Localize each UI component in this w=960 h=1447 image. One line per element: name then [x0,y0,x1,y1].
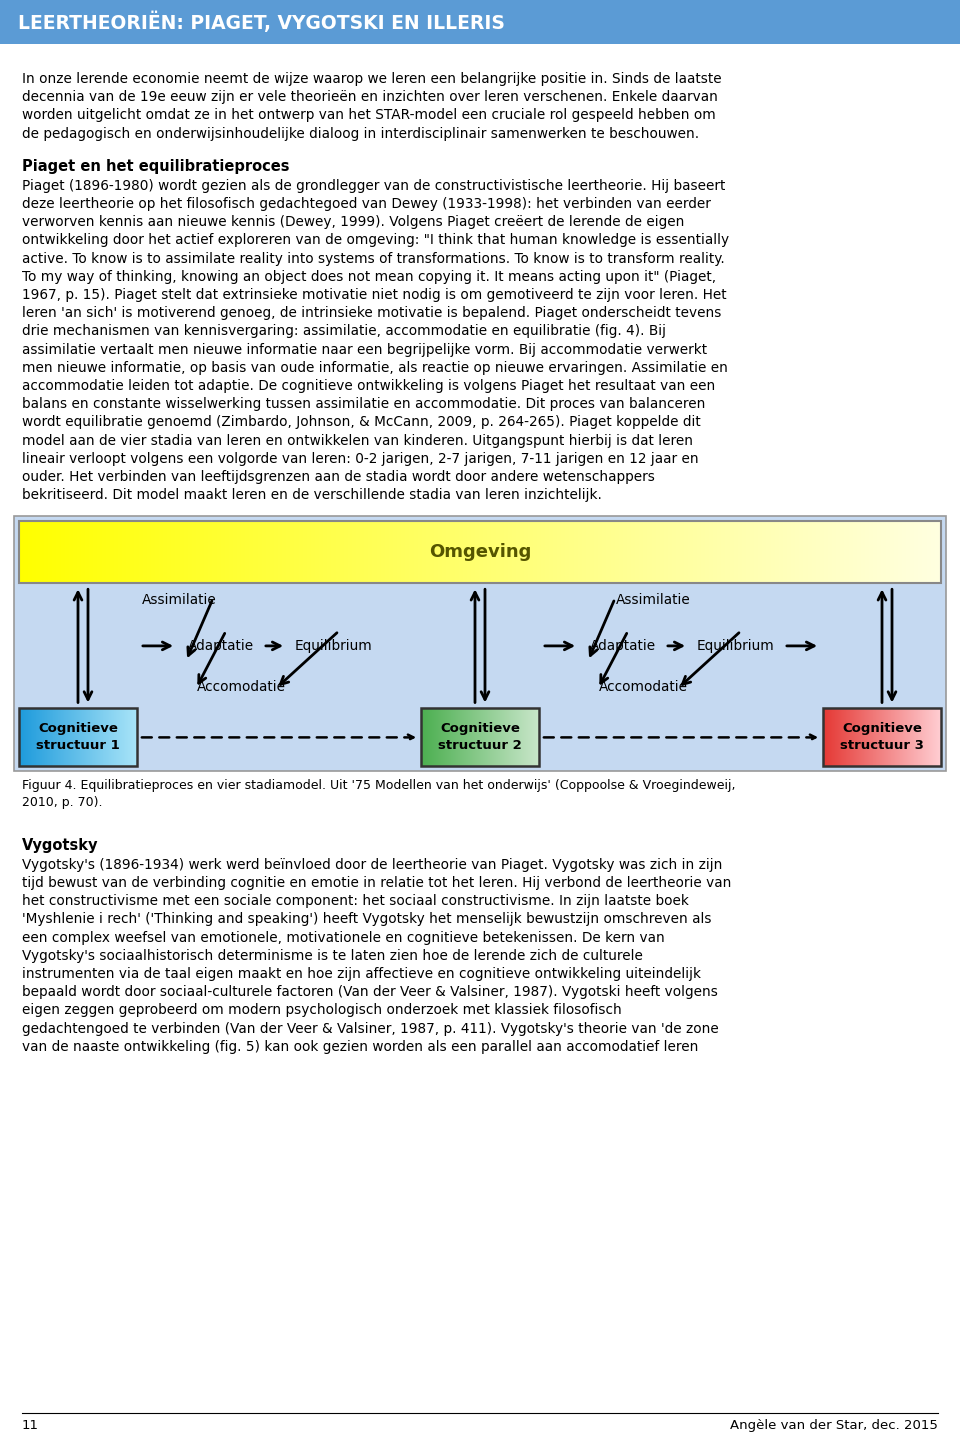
Text: Vygotsky: Vygotsky [22,838,99,852]
Text: 1967, p. 15). Piaget stelt dat extrinsieke motivatie niet nodig is om gemotiveer: 1967, p. 15). Piaget stelt dat extrinsie… [22,288,727,302]
Text: decennia van de 19e eeuw zijn er vele theorieën en inzichten over leren verschen: decennia van de 19e eeuw zijn er vele th… [22,90,718,104]
Text: Cognitieve
structuur 2: Cognitieve structuur 2 [438,722,522,752]
Text: instrumenten via de taal eigen maakt en hoe zijn affectieve en cognitieve ontwik: instrumenten via de taal eigen maakt en … [22,967,701,981]
Text: Equilibrium: Equilibrium [697,640,775,653]
Text: model aan de vier stadia van leren en ontwikkelen van kinderen. Uitgangspunt hie: model aan de vier stadia van leren en on… [22,434,693,447]
Text: bepaald wordt door sociaal-culturele factoren (Van der Veer & Valsiner, 1987). V: bepaald wordt door sociaal-culturele fac… [22,985,718,1000]
Text: Vygotsky's (1896-1934) werk werd beïnvloed door de leertheorie van Piaget. Vygot: Vygotsky's (1896-1934) werk werd beïnvlo… [22,858,722,871]
Text: Figuur 4. Equilibratieproces en vier stadiamodel. Uit '75 Modellen van het onder: Figuur 4. Equilibratieproces en vier sta… [22,780,735,793]
Text: Vygotsky's sociaalhistorisch determinisme is te laten zien hoe de lerende zich d: Vygotsky's sociaalhistorisch determinism… [22,949,643,962]
Text: Cognitieve
structuur 1: Cognitieve structuur 1 [36,722,120,752]
Text: worden uitgelicht omdat ze in het ontwerp van het STAR-model een cruciale rol ge: worden uitgelicht omdat ze in het ontwer… [22,109,716,123]
Text: balans en constante wisselwerking tussen assimilatie en accommodatie. Dit proces: balans en constante wisselwerking tussen… [22,396,706,411]
Text: de pedagogisch en onderwijsinhoudelijke dialoog in interdisciplinair samenwerken: de pedagogisch en onderwijsinhoudelijke … [22,126,699,140]
Text: wordt equilibratie genoemd (Zimbardo, Johnson, & McCann, 2009, p. 264-265). Piag: wordt equilibratie genoemd (Zimbardo, Jo… [22,415,701,430]
Text: gedachtengoed te verbinden (Van der Veer & Valsiner, 1987, p. 411). Vygotsky's t: gedachtengoed te verbinden (Van der Veer… [22,1022,719,1036]
Text: To my way of thinking, knowing an object does not mean copying it. It means acti: To my way of thinking, knowing an object… [22,269,716,284]
Text: ontwikkeling door het actief exploreren van de omgeving: "I think that human kno: ontwikkeling door het actief exploreren … [22,233,730,247]
Text: Accomodatie: Accomodatie [598,680,687,695]
Text: van de naaste ontwikkeling (fig. 5) kan ook gezien worden als een parallel aan a: van de naaste ontwikkeling (fig. 5) kan … [22,1040,698,1053]
Text: eigen zeggen geprobeerd om modern psychologisch onderzoek met klassiek filosofis: eigen zeggen geprobeerd om modern psycho… [22,1003,622,1017]
Text: een complex weefsel van emotionele, motivationele en cognitieve betekenissen. De: een complex weefsel van emotionele, moti… [22,930,664,945]
Text: assimilatie vertaalt men nieuwe informatie naar een begrijpelijke vorm. Bij acco: assimilatie vertaalt men nieuwe informat… [22,343,708,356]
Text: LEERTHEORIËN: PIAGET, VYGOTSKI EN ILLERIS: LEERTHEORIËN: PIAGET, VYGOTSKI EN ILLERI… [18,12,505,33]
Text: deze leertheorie op het filosofisch gedachtegoed van Dewey (1933-1998): het verb: deze leertheorie op het filosofisch geda… [22,197,710,211]
Text: men nieuwe informatie, op basis van oude informatie, als reactie op nieuwe ervar: men nieuwe informatie, op basis van oude… [22,360,728,375]
FancyBboxPatch shape [14,517,946,771]
Text: het constructivisme met een sociale component: het sociaal constructivisme. In z: het constructivisme met een sociale comp… [22,894,689,909]
Text: accommodatie leiden tot adaptie. De cognitieve ontwikkeling is volgens Piaget he: accommodatie leiden tot adaptie. De cogn… [22,379,715,394]
Text: Adaptatie: Adaptatie [188,640,254,653]
Text: ouder. Het verbinden van leeftijdsgrenzen aan de stadia wordt door andere wetens: ouder. Het verbinden van leeftijdsgrenze… [22,470,655,483]
Text: bekritiseerd. Dit model maakt leren en de verschillende stadia van leren inzicht: bekritiseerd. Dit model maakt leren en d… [22,488,602,502]
Text: leren 'an sich' is motiverend genoeg, de intrinsieke motivatie is bepalend. Piag: leren 'an sich' is motiverend genoeg, de… [22,307,721,320]
Text: drie mechanismen van kennisvergaring: assimilatie, accommodatie en equilibratie : drie mechanismen van kennisvergaring: as… [22,324,666,339]
Text: 2010, p. 70).: 2010, p. 70). [22,796,103,809]
Text: Adaptatie: Adaptatie [590,640,656,653]
Text: In onze lerende economie neemt de wijze waarop we leren een belangrijke positie : In onze lerende economie neemt de wijze … [22,72,722,85]
Text: tijd bewust van de verbinding cognitie en emotie in relatie tot het leren. Hij v: tijd bewust van de verbinding cognitie e… [22,875,732,890]
Text: Angèle van der Star, dec. 2015: Angèle van der Star, dec. 2015 [731,1420,938,1433]
Text: Piaget en het equilibratieproces: Piaget en het equilibratieproces [22,159,290,174]
Text: Omgeving: Omgeving [429,544,531,561]
Text: Accomodatie: Accomodatie [197,680,285,695]
Text: Assimilatie: Assimilatie [142,593,217,608]
Text: verworven kennis aan nieuwe kennis (Dewey, 1999). Volgens Piaget creëert de lere: verworven kennis aan nieuwe kennis (Dewe… [22,216,684,229]
Text: Assimilatie: Assimilatie [615,593,690,608]
Text: 11: 11 [22,1420,39,1433]
Text: active. To know is to assimilate reality into systems of transformations. To kno: active. To know is to assimilate reality… [22,252,725,266]
Text: Piaget (1896-1980) wordt gezien als de grondlegger van de constructivistische le: Piaget (1896-1980) wordt gezien als de g… [22,179,726,192]
Text: Equilibrium: Equilibrium [295,640,372,653]
Text: lineair verloopt volgens een volgorde van leren: 0-2 jarigen, 2-7 jarigen, 7-11 : lineair verloopt volgens een volgorde va… [22,451,699,466]
Text: 'Myshlenie i rech' ('Thinking and speaking') heeft Vygotsky het menselijk bewust: 'Myshlenie i rech' ('Thinking and speaki… [22,913,711,926]
FancyBboxPatch shape [0,0,960,43]
Text: Cognitieve
structuur 3: Cognitieve structuur 3 [840,722,924,752]
